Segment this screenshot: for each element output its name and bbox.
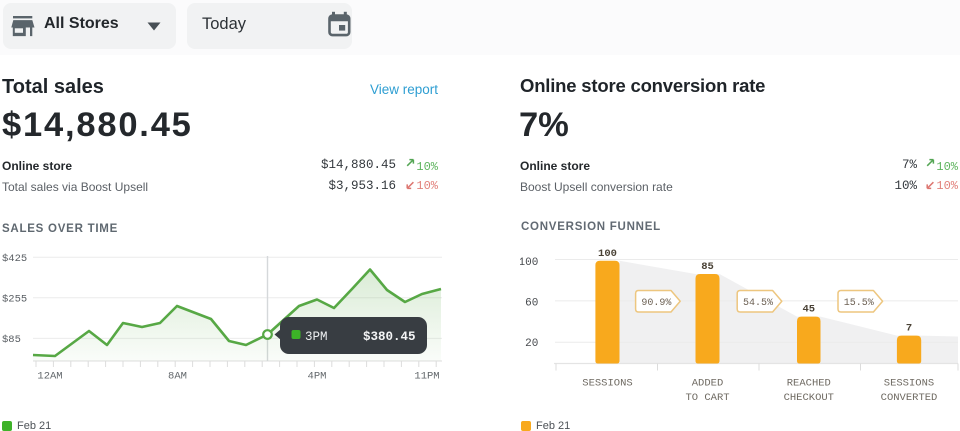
svg-text:ADDED: ADDED: [692, 378, 724, 390]
svg-text:60: 60: [525, 297, 538, 309]
svg-text:TO CART: TO CART: [685, 392, 729, 404]
svg-text:CHECKOUT: CHECKOUT: [784, 392, 834, 404]
svg-text:100: 100: [520, 257, 538, 269]
svg-text:11PM: 11PM: [414, 370, 439, 382]
svg-text:$85: $85: [2, 334, 21, 346]
svg-text:SESSIONS: SESSIONS: [582, 378, 632, 390]
svg-text:85: 85: [701, 261, 714, 273]
svg-text:$380.45: $380.45: [363, 330, 416, 344]
svg-text:54.5%: 54.5%: [743, 298, 773, 309]
svg-text:3PM: 3PM: [305, 330, 328, 344]
svg-text:20: 20: [525, 338, 538, 350]
svg-text:45: 45: [802, 304, 815, 316]
svg-text:$425: $425: [2, 253, 27, 265]
svg-text:4PM: 4PM: [308, 370, 327, 382]
svg-text:7: 7: [906, 323, 912, 335]
svg-text:SESSIONS: SESSIONS: [884, 378, 934, 390]
svg-text:CONVERTED: CONVERTED: [881, 392, 938, 404]
svg-text:12AM: 12AM: [37, 370, 62, 382]
svg-text:REACHED: REACHED: [787, 378, 831, 390]
svg-text:15.5%: 15.5%: [844, 298, 874, 309]
svg-text:$255: $255: [2, 293, 27, 305]
svg-text:100: 100: [598, 248, 617, 260]
svg-text:8AM: 8AM: [168, 370, 187, 382]
svg-text:90.9%: 90.9%: [641, 298, 671, 309]
